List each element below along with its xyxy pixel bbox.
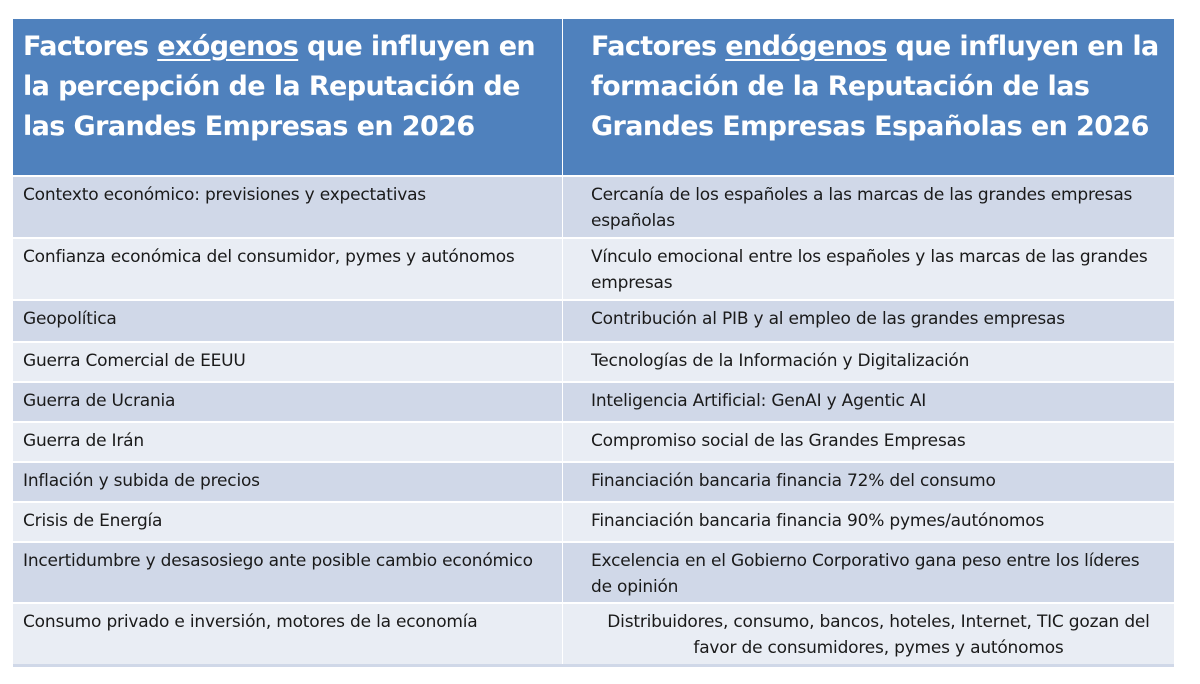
table-row: Geopolítica Contribución al PIB y al emp… — [13, 301, 1174, 341]
table-row: Guerra de Irán Compromiso social de las … — [13, 423, 1174, 461]
endogenous-cell: Compromiso social de las Grandes Empresa… — [583, 423, 1174, 461]
table-row: Crisis de Energía Financiación bancaria … — [13, 503, 1174, 541]
exogenous-cell: Crisis de Energía — [13, 503, 562, 541]
spacer-cell — [563, 239, 583, 299]
table-row: Guerra Comercial de EEUU Tecnologías de … — [13, 343, 1174, 381]
header-exogenous: Factores exógenos que influyen en la per… — [13, 19, 562, 175]
header-spacer — [563, 19, 583, 175]
exogenous-cell: Geopolítica — [13, 301, 562, 341]
header-endogenous: Factores endógenos que influyen en la fo… — [583, 19, 1174, 175]
spacer-cell — [563, 177, 583, 237]
table-row: Inflación y subida de precios Financiaci… — [13, 463, 1174, 501]
table-row: Contexto económico: previsiones y expect… — [13, 177, 1174, 237]
spacer-cell — [563, 463, 583, 501]
endogenous-cell: Financiación bancaria financia 72% del c… — [583, 463, 1174, 501]
table-row: Incertidumbre y desasosiego ante posible… — [13, 543, 1174, 602]
exogenous-cell: Inflación y subida de precios — [13, 463, 562, 501]
spacer-cell — [563, 503, 583, 541]
exogenous-cell: Guerra de Ucrania — [13, 383, 562, 421]
header-text: que influyen en la formación de la Reput… — [591, 31, 1159, 142]
spacer-cell — [563, 423, 583, 461]
header-emphasis: exógenos — [157, 31, 299, 62]
spacer-cell — [563, 343, 583, 381]
spacer-cell — [563, 543, 583, 602]
spacer-cell — [563, 301, 583, 341]
header-text: que influyen en la percepción de la Repu… — [23, 31, 536, 142]
exogenous-cell: Confianza económica del consumidor, pyme… — [13, 239, 562, 299]
endogenous-cell: Contribución al PIB y al empleo de las g… — [583, 301, 1174, 341]
spacer-cell — [563, 604, 583, 664]
endogenous-cell: Vínculo emocional entre los españoles y … — [583, 239, 1174, 299]
exogenous-cell: Guerra de Irán — [13, 423, 562, 461]
endogenous-cell: Financiación bancaria financia 90% pymes… — [583, 503, 1174, 541]
table-row: Confianza económica del consumidor, pyme… — [13, 239, 1174, 299]
endogenous-cell: Cercanía de los españoles a las marcas d… — [583, 177, 1174, 237]
table-header: Factores exógenos que influyen en la per… — [13, 19, 1174, 175]
exogenous-cell: Contexto económico: previsiones y expect… — [13, 177, 562, 237]
endogenous-cell: Excelencia en el Gobierno Corporativo ga… — [583, 543, 1174, 602]
exogenous-cell: Incertidumbre y desasosiego ante posible… — [13, 543, 562, 602]
table-row: Consumo privado e inversión, motores de … — [13, 604, 1174, 664]
spacer-cell — [563, 383, 583, 421]
header-text: Factores — [591, 31, 726, 62]
header-emphasis: endógenos — [725, 31, 887, 62]
exogenous-cell: Consumo privado e inversión, motores de … — [13, 604, 562, 664]
endogenous-cell: Tecnologías de la Información y Digitali… — [583, 343, 1174, 381]
table-bottom-border — [13, 664, 1174, 667]
exogenous-cell: Guerra Comercial de EEUU — [13, 343, 562, 381]
header-text: Factores — [23, 31, 158, 62]
table-row: Guerra de Ucrania Inteligencia Artificia… — [13, 383, 1174, 421]
endogenous-cell: Inteligencia Artificial: GenAI y Agentic… — [583, 383, 1174, 421]
endogenous-cell: Distribuidores, consumo, bancos, hoteles… — [583, 604, 1174, 664]
